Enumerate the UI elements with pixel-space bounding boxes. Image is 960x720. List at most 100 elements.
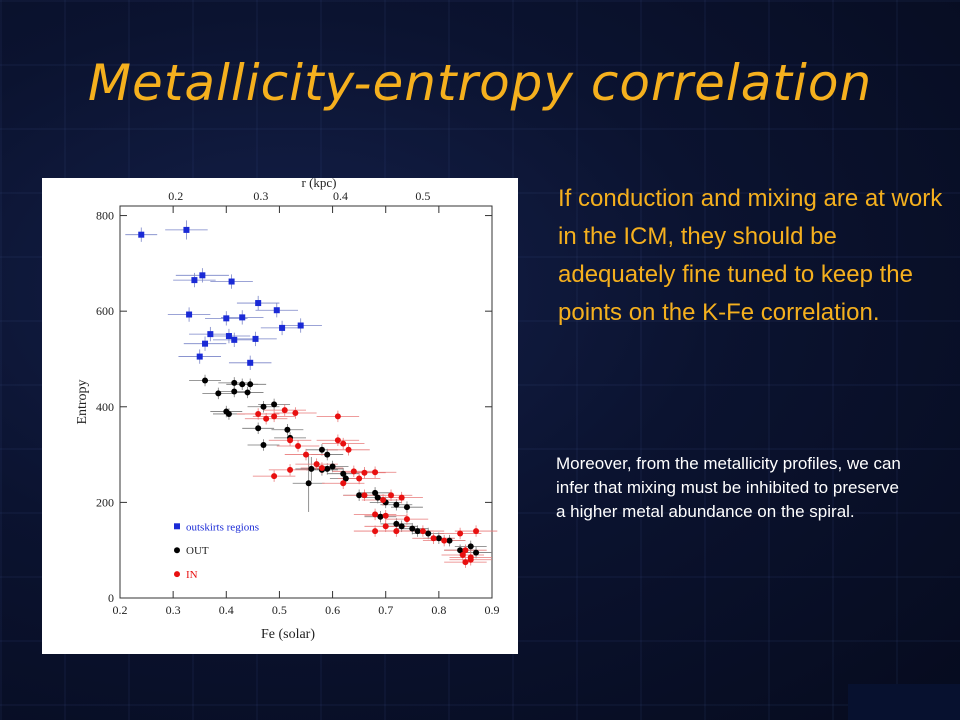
data-point-out (271, 401, 278, 408)
secondary-paragraph: Moreover, from the metallicity profiles,… (556, 454, 901, 521)
data-point-in (462, 559, 469, 566)
y-tick-label: 600 (96, 304, 114, 318)
data-point-out (340, 470, 347, 477)
data-point-out (318, 446, 325, 453)
data-point-in (340, 440, 347, 447)
data-point-out (324, 465, 331, 472)
data-point-outskirts (223, 315, 230, 322)
legend-label: OUT (186, 545, 209, 557)
data-point-out (467, 543, 474, 550)
legend-label: outskirts regions (186, 521, 259, 533)
data-point-in (287, 437, 294, 444)
data-point-in (467, 556, 474, 563)
data-point-out (473, 549, 480, 556)
data-point-in (441, 537, 448, 544)
data-point-out (329, 463, 336, 470)
data-point-outskirts (183, 226, 190, 233)
data-point-in (271, 473, 278, 480)
top-axis-label: r (kpc) (301, 178, 336, 190)
data-point-in (361, 492, 368, 499)
data-point-outskirts (297, 322, 304, 329)
top-axis-tick-label: 0.5 (415, 189, 430, 203)
data-point-in (382, 523, 389, 530)
data-point-out (305, 480, 312, 487)
y-tick-label: 400 (96, 400, 114, 414)
data-point-in (388, 492, 395, 499)
data-point-in (263, 415, 270, 422)
data-point-out (260, 442, 267, 449)
data-point-in (287, 466, 294, 473)
data-point-in (473, 528, 480, 535)
data-point-in (462, 547, 469, 554)
data-point-outskirts (273, 307, 280, 314)
data-point-in (340, 480, 347, 487)
data-point-out (403, 504, 410, 511)
data-point-out (231, 379, 238, 386)
data-point-outskirts (138, 231, 145, 238)
data-point-out (457, 547, 464, 554)
data-point-in (393, 528, 400, 535)
data-point-in (382, 512, 389, 519)
data-point-in (398, 494, 405, 501)
data-point-out (393, 501, 400, 508)
x-tick-label: 0.4 (219, 603, 234, 617)
data-point-in (372, 511, 379, 518)
data-point-out (374, 494, 381, 501)
x-axis-label: Fe (solar) (261, 627, 315, 642)
main-paragraph: If conduction and mixing are at work in … (558, 185, 943, 326)
data-point-in (334, 437, 341, 444)
data-point-out (308, 465, 315, 472)
data-point-in (372, 469, 379, 476)
data-point-in (292, 409, 299, 416)
data-point-out (446, 537, 453, 544)
data-point-out (342, 475, 349, 482)
corner-decoration (848, 684, 960, 720)
data-point-in (372, 528, 379, 535)
entropy-fe-scatter-chart: 0.2 0.3 0.4 0.5 0.6 0.7 0.8 0.9 0 200 400 600 800 0.2… (75, 178, 500, 642)
data-point-outskirts (239, 314, 246, 321)
data-point-in (281, 407, 288, 414)
data-point-in (356, 475, 363, 482)
legend-marker (174, 523, 180, 530)
data-point-out (393, 520, 400, 527)
data-point-out (414, 528, 421, 535)
data-point-in (380, 497, 387, 503)
data-point-out (260, 403, 267, 410)
data-point-in (313, 461, 320, 468)
data-point-outskirts (279, 324, 286, 331)
data-point-outskirts (196, 353, 203, 360)
data-point-outskirts (186, 311, 193, 318)
x-tick-label: 0.5 (272, 603, 287, 617)
x-tick-label: 0.8 (431, 603, 446, 617)
top-axis-tick-label: 0.2 (168, 189, 183, 203)
data-point-out (324, 451, 331, 458)
data-point-outskirts (228, 278, 235, 285)
data-point-in (271, 413, 278, 420)
data-point-out (435, 535, 442, 542)
y-tick-label: 200 (96, 495, 114, 509)
slide-title: Metallicity-entropy correlation (87, 54, 873, 112)
data-point-in (361, 469, 368, 476)
legend-marker (174, 547, 180, 554)
data-point-in (403, 516, 410, 523)
data-point-outskirts (255, 300, 262, 307)
y-axis-label: Entropy (75, 379, 90, 424)
data-point-in (457, 530, 464, 537)
x-tick-label: 0.6 (325, 603, 340, 617)
data-point-out (372, 489, 379, 496)
x-tick-label: 0.7 (378, 603, 393, 617)
data-point-in (295, 442, 302, 449)
data-point-in (255, 410, 262, 417)
top-axis-tick-label: 0.3 (253, 189, 268, 203)
y-tick-label: 0 (108, 591, 114, 605)
legend-marker (174, 571, 180, 578)
data-point-out (247, 381, 254, 388)
data-point-out (377, 513, 384, 520)
data-point-outskirts (202, 340, 209, 347)
data-point-in (345, 446, 352, 453)
y-tick-label: 800 (96, 209, 114, 223)
data-point-outskirts (199, 272, 206, 279)
data-point-outskirts (207, 331, 214, 338)
data-point-outskirts (225, 333, 232, 340)
data-point-out (244, 389, 251, 396)
